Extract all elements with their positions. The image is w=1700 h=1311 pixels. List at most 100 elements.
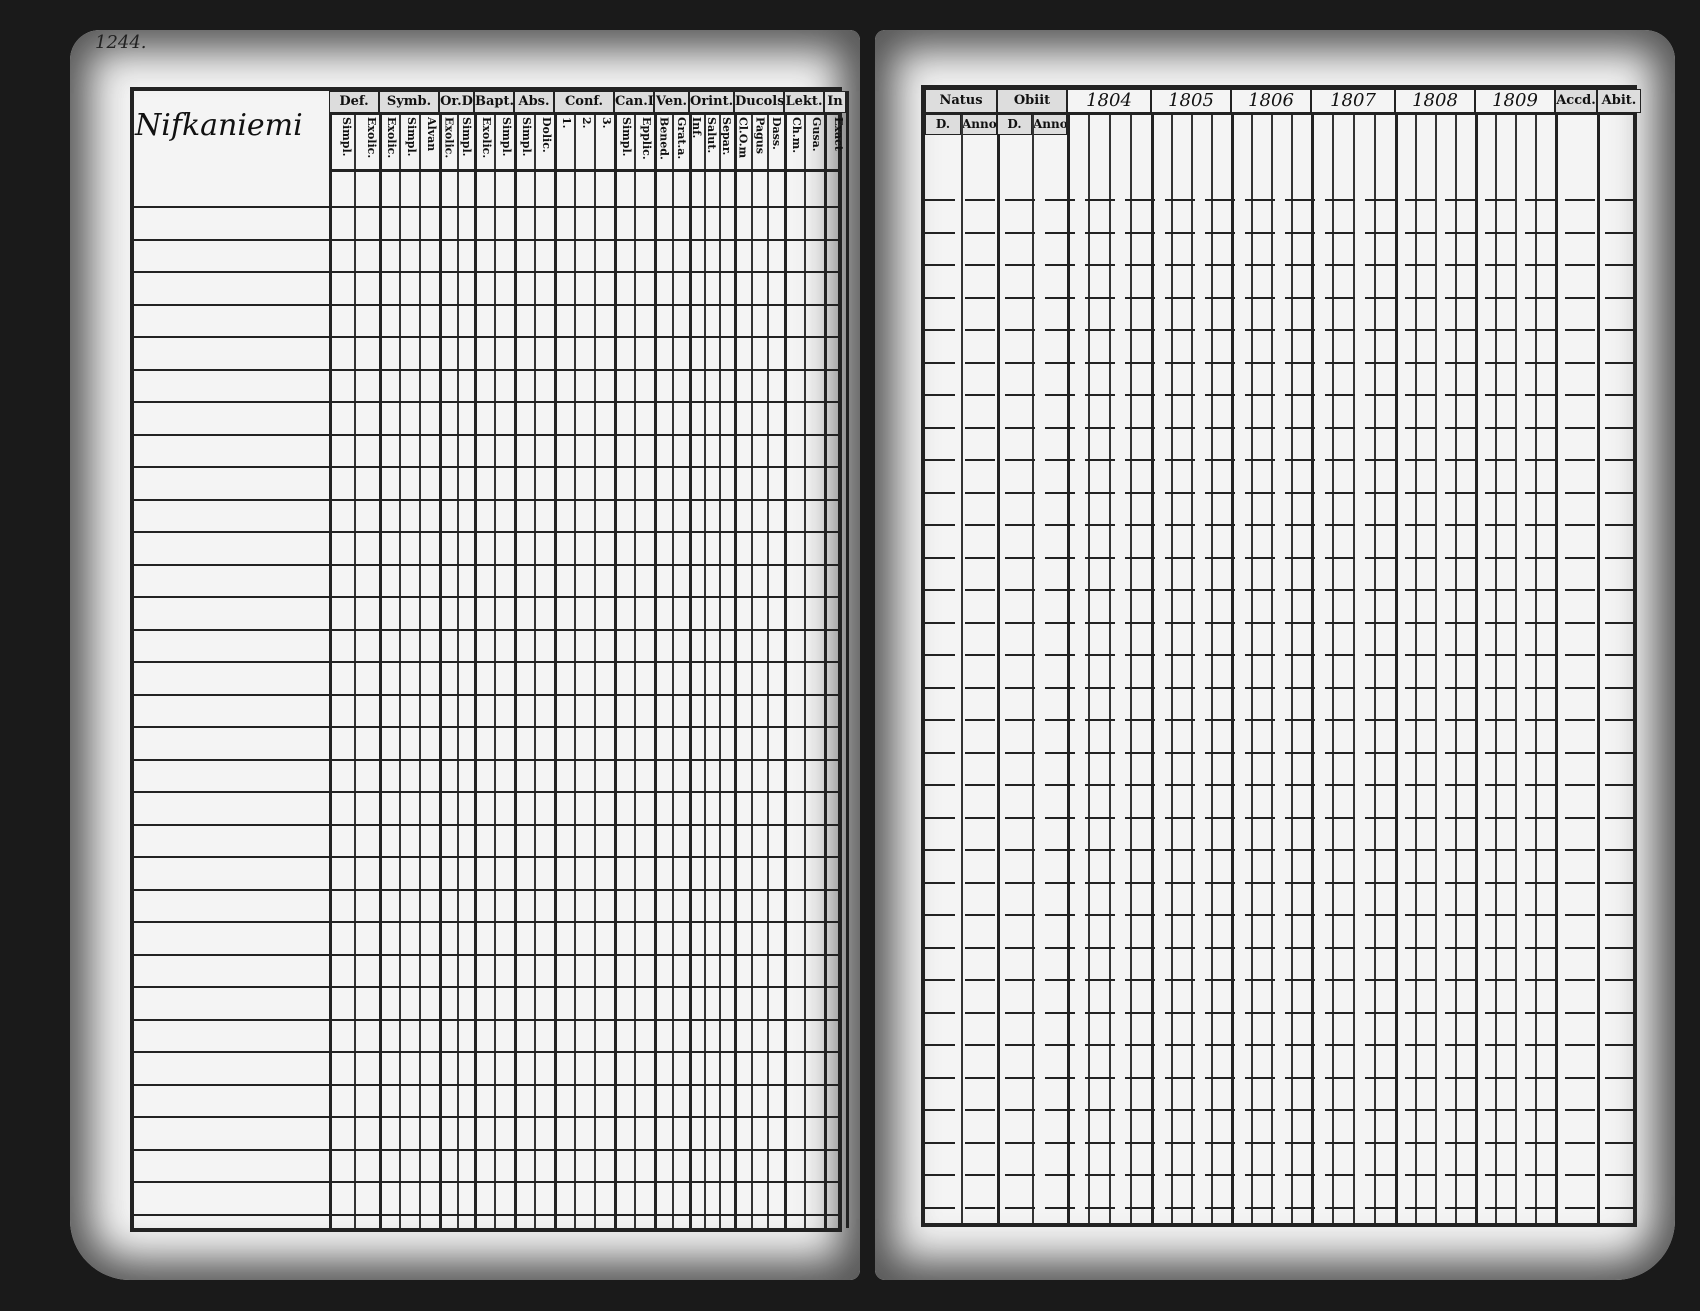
row-line	[134, 401, 838, 403]
column-subheader: D.	[925, 113, 961, 135]
column-divider	[1231, 89, 1234, 1223]
row-line	[925, 264, 1633, 266]
row-line	[134, 888, 838, 891]
column-subheader: Grat.a.	[675, 117, 688, 160]
column-header: Abit.	[1597, 89, 1641, 113]
sub-column-divider	[750, 113, 753, 1228]
left-register-table: Def. Simpl. Exolic. Symb. Exolic. Simpl. Alvan…	[130, 87, 849, 1232]
month-divider	[1495, 113, 1497, 1223]
sub-column-divider	[456, 113, 459, 1228]
row-line	[134, 303, 838, 306]
sub-column-divider	[494, 113, 496, 1228]
month-divider	[1251, 113, 1253, 1223]
header-divider	[925, 113, 1633, 115]
row-line	[134, 1083, 838, 1086]
row-line	[925, 329, 1633, 331]
row-line	[925, 654, 1633, 656]
row-line	[134, 368, 838, 371]
row-line	[134, 661, 838, 663]
row-line	[134, 758, 838, 761]
column-subheader: Exact	[832, 117, 845, 151]
column-subheader: Ch.m.	[790, 117, 803, 154]
row-line	[925, 881, 1633, 884]
row-line	[925, 621, 1633, 624]
sub-column-divider	[399, 113, 401, 1228]
sub-column-divider	[574, 113, 576, 1228]
column-header: Natus	[925, 89, 997, 113]
row-line	[134, 531, 838, 533]
column-divider	[997, 89, 1000, 1223]
row-line	[925, 199, 1633, 201]
row-line	[925, 459, 1633, 461]
column-subheader: 3.	[600, 117, 613, 129]
column-subheader: Bened.	[657, 117, 671, 160]
column-header: 1807	[1311, 89, 1395, 113]
row-line	[134, 823, 838, 826]
column-subheader: Anno	[961, 113, 997, 135]
row-line	[925, 784, 1633, 786]
row-line	[134, 726, 838, 728]
month-divider	[1332, 113, 1334, 1223]
column-subheader: Simpl.	[460, 117, 473, 157]
row-line	[925, 296, 1633, 299]
column-subheader: Simpl.	[500, 117, 513, 157]
column-subheader: Simpl.	[620, 117, 633, 157]
column-header: 1805	[1151, 89, 1231, 113]
row-line	[925, 849, 1633, 851]
row-line	[134, 1148, 838, 1151]
column-subheader: Exolic.	[480, 117, 493, 159]
column-subheader: Simpl.	[405, 117, 418, 157]
sub-column-divider	[719, 113, 721, 1228]
row-line	[925, 979, 1633, 981]
column-subheader: Simpl.	[340, 117, 353, 157]
month-divider	[1109, 113, 1111, 1223]
month-divider	[1374, 113, 1376, 1223]
column-subheader: Salut.	[706, 117, 718, 154]
column-header: Accd.	[1555, 89, 1597, 113]
row-line	[134, 271, 838, 273]
parish-name: Nifkaniemi	[135, 108, 303, 143]
column-divider	[379, 91, 382, 1228]
column-header: Conf.	[554, 91, 614, 113]
column-divider	[846, 91, 849, 1228]
column-divider	[329, 91, 332, 1228]
month-divider	[1171, 113, 1173, 1223]
row-line	[134, 628, 838, 631]
row-line	[134, 986, 838, 988]
column-header: Obiit	[997, 89, 1067, 113]
row-line	[134, 791, 838, 793]
row-line	[134, 921, 838, 923]
row-line	[925, 231, 1633, 234]
row-line	[134, 1116, 838, 1118]
column-subheader: Exolic.	[442, 117, 456, 159]
column-subheader: Alvan	[425, 117, 438, 152]
month-divider	[1130, 113, 1132, 1223]
column-divider	[614, 91, 617, 1228]
column-subheader: Pagus	[753, 117, 767, 154]
column-header: Symb.	[379, 91, 439, 113]
month-divider	[1291, 113, 1293, 1223]
column-divider	[554, 91, 557, 1228]
row-line	[134, 466, 838, 468]
row-line	[925, 719, 1633, 721]
month-divider	[1088, 113, 1090, 1223]
column-divider	[1151, 89, 1154, 1223]
month-divider	[1435, 113, 1437, 1223]
row-line	[925, 394, 1633, 396]
month-divider	[1211, 113, 1213, 1223]
column-subheader: Anno	[1032, 113, 1067, 135]
month-divider	[1353, 113, 1355, 1223]
row-line	[134, 953, 838, 956]
row-line	[925, 556, 1633, 559]
column-divider	[1597, 89, 1600, 1223]
row-line	[134, 238, 838, 241]
sub-column-divider	[804, 113, 806, 1228]
row-line	[925, 914, 1633, 916]
row-line	[134, 693, 838, 696]
column-divider	[734, 91, 737, 1228]
sub-column-divider	[534, 113, 536, 1228]
column-divider	[1475, 89, 1478, 1223]
row-line	[925, 816, 1633, 819]
column-divider	[1311, 89, 1314, 1223]
column-divider	[689, 91, 692, 1228]
